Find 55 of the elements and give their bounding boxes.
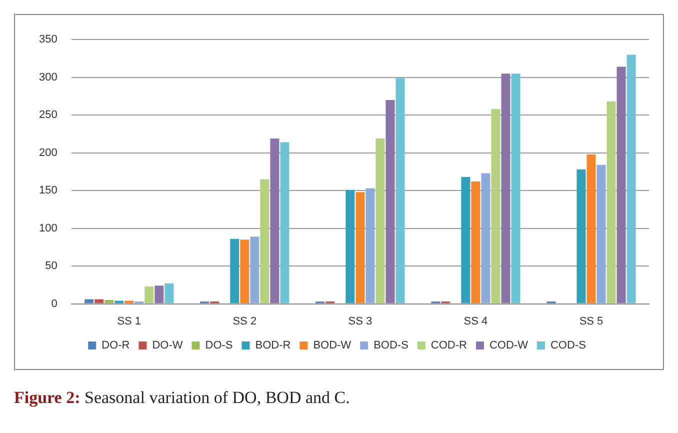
bar — [346, 190, 355, 304]
x-tick-label: SS 3 — [348, 315, 372, 328]
bar — [230, 238, 240, 304]
bar — [104, 300, 114, 304]
bar — [501, 74, 510, 304]
legend-label: BOD-R — [255, 340, 291, 352]
bar — [586, 154, 596, 304]
legend-label: COD-S — [550, 340, 586, 352]
legend-label: BOD-S — [374, 340, 408, 352]
x-tick-label: SS 5 — [579, 315, 604, 328]
y-tick-label: 350 — [38, 34, 58, 46]
bar — [511, 74, 520, 304]
bar — [114, 300, 124, 304]
bar — [491, 109, 500, 304]
y-tick-label: 50 — [45, 260, 58, 272]
caption: Figure 2: Seasonal variation of DO, BOD and C. — [14, 388, 350, 408]
y-tick-label: 150 — [38, 184, 58, 197]
bar — [471, 182, 480, 304]
bar — [376, 138, 385, 304]
bar — [280, 142, 290, 304]
bar — [84, 299, 94, 304]
legend-label: DO-W — [152, 340, 184, 352]
legend-label: COD-R — [430, 340, 468, 352]
y-tick-label: 0 — [51, 298, 58, 310]
y-tick-label: 300 — [38, 71, 58, 84]
bar — [144, 286, 154, 304]
bar — [386, 100, 395, 304]
bar — [576, 169, 586, 304]
bar — [366, 188, 375, 304]
bar — [164, 283, 174, 304]
legend-label: BOD-W — [313, 340, 352, 352]
bar — [596, 164, 606, 304]
bar — [270, 138, 280, 304]
legend-label: COD-W — [489, 340, 529, 352]
bar — [461, 176, 470, 304]
y-tick-label: 250 — [38, 109, 58, 122]
bar — [124, 300, 134, 304]
bar — [154, 286, 164, 304]
x-tick-label: SS 2 — [232, 315, 257, 328]
legend-label: DO-S — [205, 340, 233, 352]
bar — [94, 299, 104, 304]
bar — [260, 179, 270, 304]
bar — [481, 173, 490, 304]
bar — [250, 236, 260, 304]
bar — [606, 102, 616, 304]
bar — [616, 66, 626, 304]
bar — [356, 192, 365, 304]
y-tick-label: 200 — [38, 146, 58, 159]
x-tick-label: SS 4 — [464, 315, 488, 328]
bar — [396, 78, 405, 304]
bar — [240, 240, 250, 304]
y-tick-label: 100 — [38, 222, 58, 234]
legend-label: DO-R — [102, 340, 130, 352]
bar — [626, 54, 636, 304]
x-tick-label: SS 1 — [117, 315, 142, 328]
